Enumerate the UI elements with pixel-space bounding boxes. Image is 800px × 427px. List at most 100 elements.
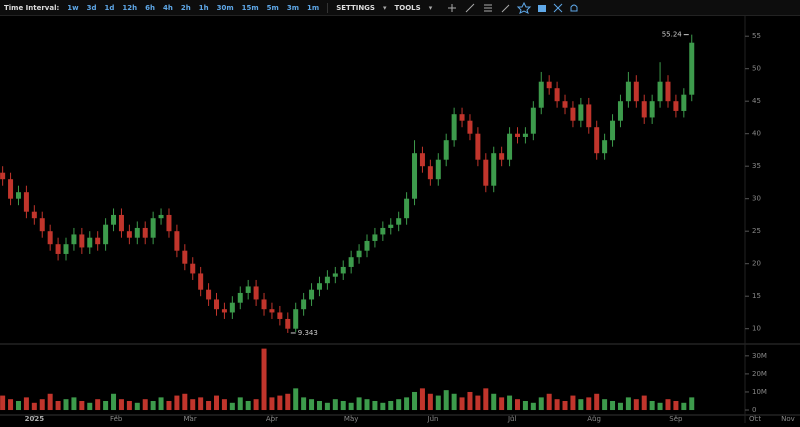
y2-tick-label: 20M: [752, 370, 767, 378]
candle-body: [71, 234, 77, 245]
volume-bar: [404, 397, 410, 411]
volume-bar: [324, 402, 330, 411]
volume-bar: [206, 400, 212, 411]
candle-body: [594, 127, 600, 154]
toolbar-label: Time Interval:: [4, 3, 60, 12]
volume-bar: [546, 393, 552, 411]
candle-body: [356, 250, 362, 258]
volume-bar: [451, 393, 457, 411]
candle-body: [31, 211, 37, 219]
x-tick-label: Apr: [266, 415, 278, 423]
y-tick-label: 15: [752, 292, 761, 300]
candle-body: [166, 214, 172, 232]
candle-body: [467, 120, 473, 134]
tools-menu[interactable]: TOOLS: [394, 3, 421, 12]
candle-body: [554, 88, 560, 102]
candle-body: [689, 42, 695, 95]
volume-bar: [483, 388, 489, 411]
volume-bar: [285, 393, 291, 411]
volume-bar: [475, 395, 481, 411]
candle-body: [546, 81, 552, 89]
x-tick-label: 2025: [25, 415, 45, 423]
candle-body: [87, 237, 93, 248]
candle-body: [229, 302, 235, 313]
candle-body: [277, 312, 283, 319]
candle-body: [150, 218, 156, 238]
candle-body: [118, 214, 124, 232]
volume-bar: [657, 402, 663, 411]
volume-bar: [364, 399, 370, 411]
volume-bar: [372, 400, 378, 411]
interval-button[interactable]: 1w: [67, 3, 79, 12]
interval-button[interactable]: 3m: [286, 3, 300, 12]
volume-bar: [237, 397, 243, 411]
candle-body: [79, 234, 85, 248]
candle-body: [324, 276, 330, 284]
settings-menu[interactable]: SETTINGS: [336, 3, 375, 12]
volume-bar: [396, 399, 402, 411]
candle-body: [158, 214, 164, 219]
candle-body: [475, 133, 481, 160]
candle-body: [111, 214, 117, 225]
interval-button[interactable]: 15m: [241, 3, 259, 12]
candle-body: [126, 231, 132, 238]
volume-bar: [435, 395, 441, 411]
interval-button[interactable]: 6h: [145, 3, 155, 12]
candle-body: [348, 257, 354, 267]
y-tick-label: 40: [752, 130, 761, 138]
volume-bar: [554, 399, 560, 411]
interval-button[interactable]: 12h: [122, 3, 138, 12]
volume-bar: [570, 395, 576, 411]
volume-bar: [229, 402, 235, 411]
interval-button[interactable]: 4h: [163, 3, 173, 12]
interval-button[interactable]: 2h: [180, 3, 191, 12]
candle-body: [570, 107, 576, 121]
low-label: 9.343: [298, 329, 318, 337]
interval-button[interactable]: 30m: [216, 3, 234, 12]
volume-bar: [277, 395, 283, 411]
high-label: 55.24: [662, 31, 683, 39]
volume-bar: [356, 397, 362, 411]
candle-body: [190, 263, 196, 274]
candle-body: [142, 227, 148, 238]
candle-body: [665, 81, 671, 102]
candle-body: [316, 283, 322, 290]
candle-body: [538, 81, 544, 108]
candle-body: [47, 231, 53, 245]
volume-bar: [633, 399, 639, 411]
volume-bar: [221, 399, 227, 411]
candle-body: [514, 133, 520, 137]
volume-bar: [641, 395, 647, 411]
tool-icons[interactable]: [440, 1, 580, 14]
x-tick-label: Oct: [749, 415, 761, 423]
x-tick-label: May: [344, 415, 358, 423]
candle-body: [293, 309, 299, 329]
candle-body: [673, 101, 679, 111]
volume-bar: [459, 397, 465, 411]
candle-body: [182, 250, 188, 264]
candle-body: [8, 179, 14, 199]
y-tick-label: 10: [752, 325, 761, 333]
interval-button[interactable]: 1h: [198, 3, 209, 12]
interval-button[interactable]: 5m: [266, 3, 279, 12]
volume-bar: [253, 399, 259, 411]
volume-bar: [269, 397, 275, 411]
interval-button[interactable]: 1d: [104, 3, 115, 12]
volume-bar: [245, 400, 251, 411]
candle-body: [483, 159, 489, 186]
interval-button[interactable]: 3d: [86, 3, 97, 12]
y-tick-label: 35: [752, 162, 761, 170]
candle-body: [0, 172, 6, 180]
candle-body: [404, 198, 410, 219]
candle-body: [198, 273, 204, 290]
volume-bar: [340, 400, 346, 411]
y-tick-label: 20: [752, 260, 761, 268]
candle-body: [55, 244, 61, 254]
candle-body: [332, 273, 338, 277]
x-tick-label: Nov: [781, 415, 795, 423]
candle-body: [412, 153, 418, 199]
interval-button[interactable]: 1m: [307, 3, 320, 12]
candle-body: [301, 299, 307, 310]
candle-body: [253, 286, 259, 300]
volume-bar: [71, 397, 77, 411]
